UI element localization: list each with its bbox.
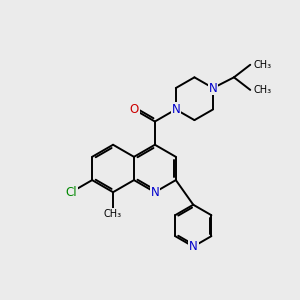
Text: CH₃: CH₃: [104, 208, 122, 219]
Text: N: N: [172, 103, 180, 116]
Text: N: N: [209, 82, 218, 94]
Text: Cl: Cl: [65, 186, 77, 199]
Text: N: N: [151, 186, 159, 199]
Text: N: N: [189, 240, 198, 253]
Text: CH₃: CH₃: [254, 60, 272, 70]
Text: CH₃: CH₃: [254, 85, 272, 95]
Text: O: O: [129, 103, 139, 116]
